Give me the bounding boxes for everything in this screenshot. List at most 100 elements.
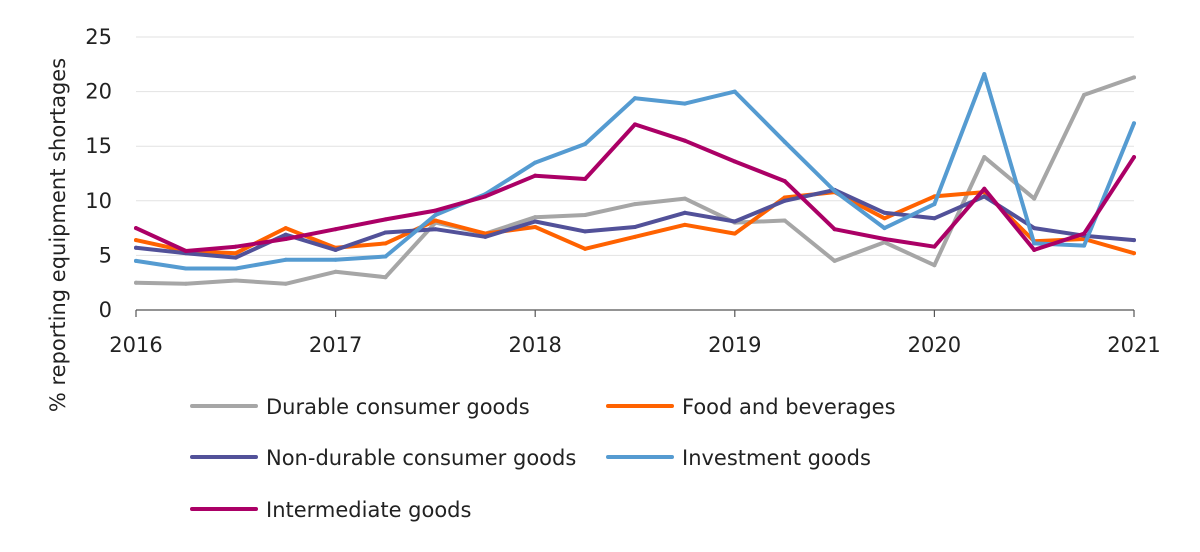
data-point (433, 218, 438, 223)
data-point (682, 222, 687, 227)
data-point (134, 280, 138, 285)
data-point (682, 101, 687, 106)
data-point (882, 210, 887, 215)
axes: 0 5 10 15 20 25 2016 2017 2018 2019 2020 2021 (85, 25, 1160, 357)
series-food-and-beverages (134, 190, 1136, 256)
data-point (333, 247, 338, 252)
data-point (1132, 75, 1136, 80)
data-point (1032, 196, 1037, 201)
data-point (732, 89, 737, 94)
y-axis-title: % reporting equipment shortages (46, 58, 70, 412)
data-point (732, 231, 737, 236)
data-point (433, 227, 438, 232)
data-point (1132, 238, 1136, 243)
data-point (1082, 231, 1087, 236)
data-point (633, 96, 637, 101)
data-point (533, 215, 538, 220)
data-point (982, 186, 987, 191)
y-tick-label: 5 (99, 243, 112, 267)
series-line-non-durable-consumer-goods (134, 187, 1136, 260)
data-point (134, 238, 138, 243)
legend-item-durable-consumer-goods: Durable consumer goods (190, 395, 530, 419)
data-point (782, 179, 787, 184)
data-point (1082, 92, 1087, 97)
x-tick-label: 2021 (1107, 333, 1160, 357)
data-point (333, 227, 338, 232)
series-investment-goods (134, 72, 1136, 271)
legend-item-food-and-beverages: Food and beverages (606, 395, 896, 419)
legend-label: Durable consumer goods (266, 395, 530, 419)
data-point (1032, 241, 1037, 246)
data-point (533, 160, 538, 165)
data-point (832, 188, 837, 193)
series-lines (134, 72, 1136, 286)
data-point (283, 226, 288, 231)
legend-label: Intermediate goods (266, 498, 471, 522)
y-tick-label: 0 (99, 298, 112, 322)
legend: Durable consumer goods Food and beverages… (190, 395, 896, 522)
data-point (583, 176, 588, 181)
legend-item-investment-goods: Investment goods (606, 446, 871, 470)
data-point (782, 218, 787, 223)
data-point (932, 263, 937, 268)
data-point (283, 281, 288, 286)
y-tick-label: 15 (85, 134, 112, 158)
data-point (583, 212, 588, 217)
x-tick-label: 2018 (508, 333, 561, 357)
gridlines (136, 36, 1134, 256)
data-point (832, 258, 837, 263)
legend-label: Non-durable consumer goods (266, 446, 576, 470)
data-point (882, 237, 887, 242)
data-point (583, 229, 588, 234)
data-point (633, 202, 637, 207)
series-durable-consumer-goods (134, 75, 1136, 286)
data-point (882, 216, 887, 221)
x-tick-label: 2016 (109, 333, 162, 357)
data-point (134, 245, 138, 250)
data-point (383, 217, 388, 222)
data-point (333, 257, 338, 262)
data-point (832, 227, 837, 232)
data-point (882, 240, 887, 245)
data-point (383, 254, 388, 259)
data-point (333, 269, 338, 274)
y-tick-label: 25 (85, 25, 112, 49)
data-point (383, 241, 388, 246)
data-point (1132, 155, 1136, 160)
data-point (433, 208, 438, 213)
x-tick-label: 2019 (708, 333, 761, 357)
data-point (134, 226, 138, 231)
data-point (982, 155, 987, 160)
data-point (183, 266, 188, 271)
data-point (1132, 121, 1136, 126)
data-point (1032, 247, 1037, 252)
data-point (533, 225, 538, 230)
data-point (283, 232, 288, 237)
data-point (383, 275, 388, 280)
data-point (233, 278, 238, 283)
series-non-durable-consumer-goods (134, 187, 1136, 260)
data-point (633, 234, 637, 239)
data-point (583, 246, 588, 251)
data-point (732, 159, 737, 164)
data-point (283, 257, 288, 262)
data-point (932, 244, 937, 249)
data-point (134, 258, 138, 263)
data-point (533, 219, 538, 224)
y-tick-label: 10 (85, 189, 112, 213)
data-point (583, 142, 588, 147)
data-point (633, 225, 637, 230)
data-point (383, 230, 388, 235)
data-point (682, 138, 687, 143)
data-point (483, 194, 488, 199)
data-point (782, 198, 787, 203)
data-point (483, 234, 488, 239)
data-point (233, 255, 238, 260)
data-point (183, 281, 188, 286)
legend-item-non-durable-consumer-goods: Non-durable consumer goods (190, 446, 576, 470)
data-point (633, 122, 637, 127)
legend-label: Food and beverages (682, 395, 896, 419)
data-point (982, 72, 987, 77)
